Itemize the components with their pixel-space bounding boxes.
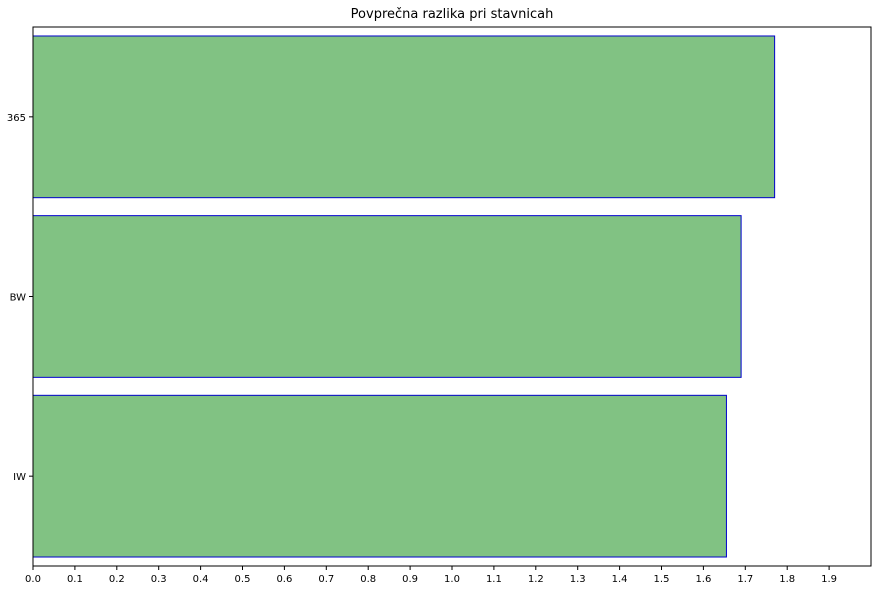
bars-group (32, 35, 776, 558)
x-tick-label: 1.6 (695, 574, 711, 585)
x-tick-label: 0.0 (25, 574, 41, 585)
x-tick-label: 0.6 (276, 574, 292, 585)
x-tick-label: 0.2 (109, 574, 125, 585)
plot-frame (32, 26, 872, 567)
x-tick-label: 0.8 (360, 574, 376, 585)
bar-BW (32, 215, 742, 378)
y-tick-label: 365 (7, 113, 26, 124)
x-tick-label: 1.4 (612, 574, 628, 585)
x-tick-label: 0.3 (151, 574, 167, 585)
x-tick-label: 1.3 (570, 574, 586, 585)
bar-365 (32, 35, 776, 199)
x-tick-label: 0.1 (67, 574, 83, 585)
x-tick-label: 1.0 (444, 574, 460, 585)
chart-title: Povprečna razlika pri stavnicah (351, 7, 554, 22)
y-tick-label: IW (13, 472, 26, 483)
y-ticks-group: 365 BW IW (7, 113, 33, 483)
x-tick-label: 0.5 (235, 574, 251, 585)
bar-IW (32, 394, 727, 558)
x-tick-label: 1.1 (486, 574, 502, 585)
x-tick-label: 0.9 (402, 574, 418, 585)
x-tick-label: 1.8 (779, 574, 795, 585)
x-tick-label: 1.2 (528, 574, 544, 585)
y-tick-label: BW (10, 293, 27, 304)
x-tick-label: 0.7 (318, 574, 334, 585)
x-ticks-group: 0.0 0.1 0.2 0.3 0.4 0.5 0.6 0.7 0.8 0.9 1.0 1.1 1.2 1… (25, 566, 837, 585)
x-tick-label: 1.7 (737, 574, 753, 585)
x-tick-label: 1.5 (654, 574, 670, 585)
x-tick-label: 1.9 (821, 574, 837, 585)
x-tick-label: 0.4 (193, 574, 209, 585)
